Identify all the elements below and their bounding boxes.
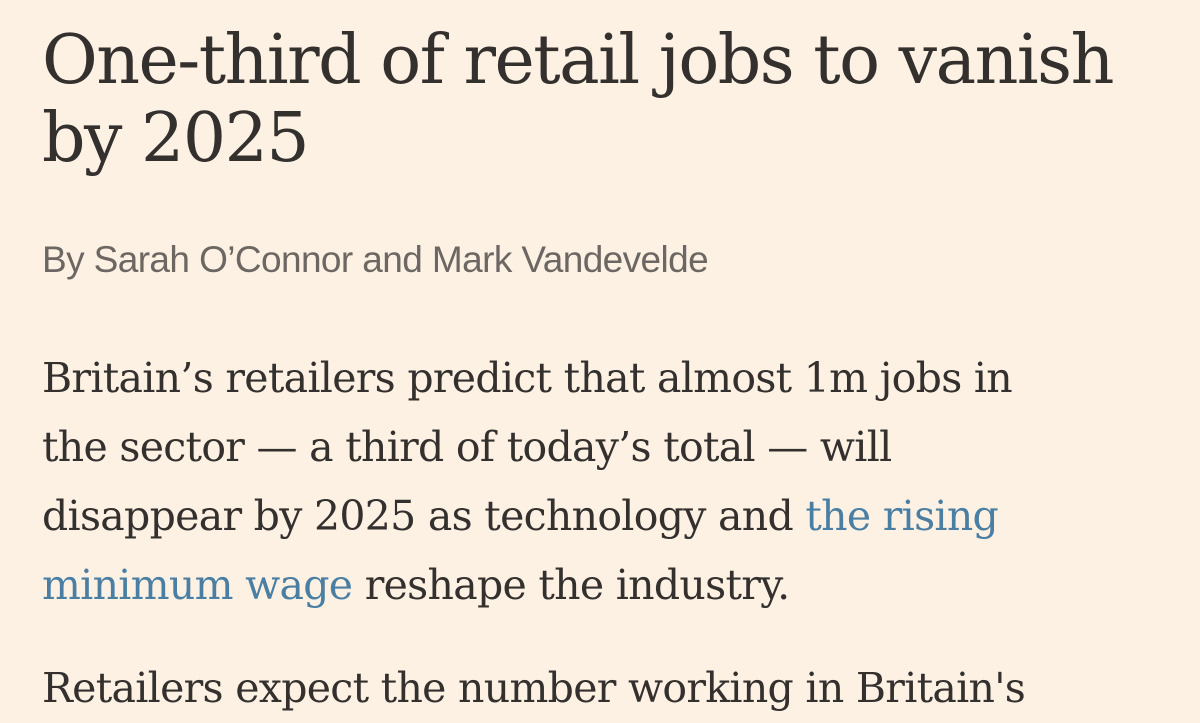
lede-line-3: disappear by 2025 as technology and bbox=[42, 492, 806, 540]
lede-line-4: reshape the industry. bbox=[352, 561, 791, 609]
headline-line-2: by 2025 bbox=[42, 99, 310, 178]
minimum-wage-link[interactable]: the rising minimum wage bbox=[42, 492, 999, 609]
lede-line-2: the sector — a third of today’s total — … bbox=[42, 423, 892, 471]
article-headline: One-third of retail jobs to vanish by 202… bbox=[42, 22, 1172, 178]
headline-line-1: One-third of retail jobs to vanish bbox=[42, 21, 1114, 100]
lede-paragraph: Britain’s retailers predict that almost … bbox=[42, 344, 1172, 620]
next-paragraph-partial: Retailers expect the number working in B… bbox=[42, 664, 1026, 712]
byline: By Sarah O’Connor and Mark Vandevelde bbox=[42, 239, 709, 280]
link-text-part-1[interactable]: the rising bbox=[805, 492, 999, 540]
lede-line-1: Britain’s retailers predict that almost … bbox=[42, 354, 1013, 402]
link-text-part-2[interactable]: minimum wage bbox=[42, 561, 353, 609]
